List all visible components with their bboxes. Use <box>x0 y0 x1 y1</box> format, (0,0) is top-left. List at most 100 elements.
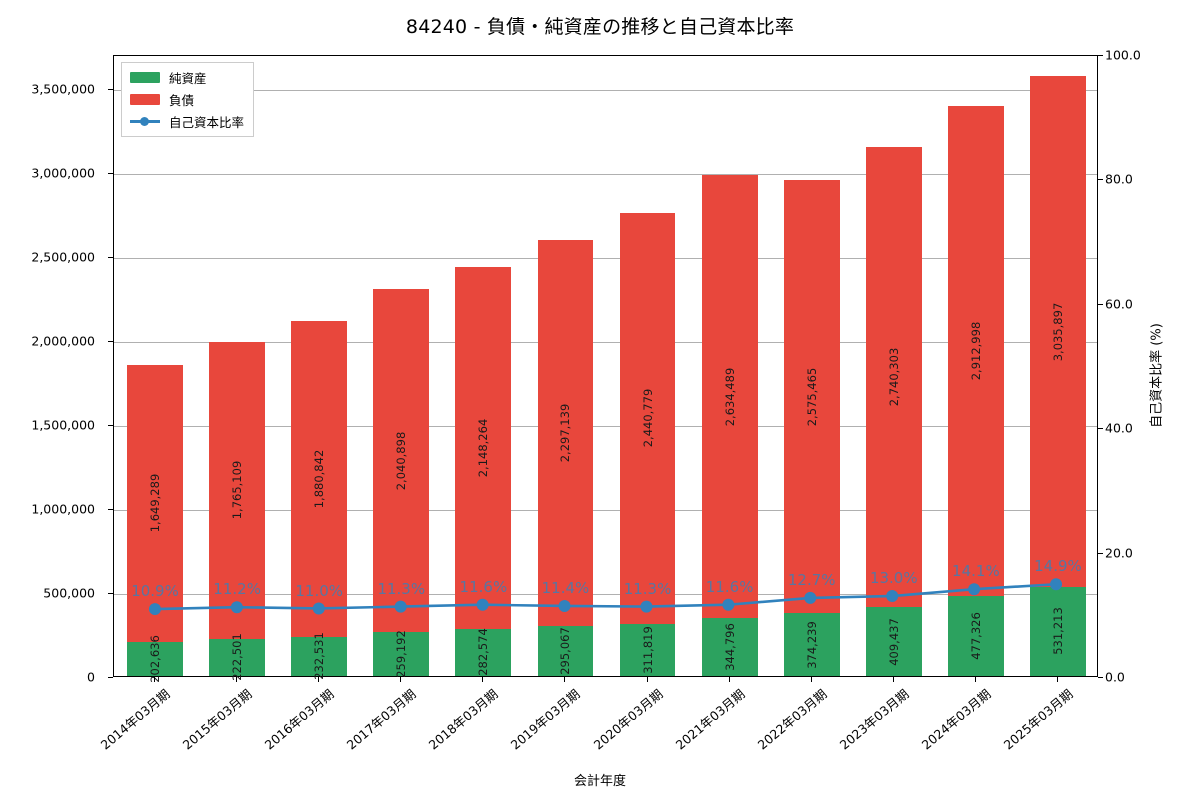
equity-ratio-value-label: 14.1% <box>952 562 1000 581</box>
y-axis-left-tick-mark <box>108 88 113 90</box>
gridline <box>114 257 1097 259</box>
x-axis-tick-label: 2024年03月期 <box>918 686 994 753</box>
y-axis-right-tick-mark <box>1098 179 1103 181</box>
gridline <box>114 173 1097 175</box>
y-axis-left-tick-label: 0 <box>87 669 95 685</box>
gridline <box>114 509 1097 511</box>
x-axis-tick-mark <box>892 677 894 682</box>
bar-column[interactable]: 2,575,465 374,239 <box>783 180 840 676</box>
x-axis-tick-mark <box>482 677 484 682</box>
y-axis-left-tick-label: 3,000,000 <box>31 165 95 181</box>
x-axis-tick-label: 2025年03月期 <box>1000 686 1076 753</box>
x-axis-tick-mark <box>318 677 320 682</box>
bar-column[interactable]: 2,040,898 259,192 <box>373 289 430 678</box>
y-axis-left-tick-mark <box>108 424 113 426</box>
x-axis-tick-mark <box>400 677 402 682</box>
equity-ratio-value-label: 11.4% <box>541 579 590 598</box>
bar-column[interactable]: 2,634,489 344,796 <box>701 175 758 676</box>
bar-segment-equity[interactable]: 295,067 <box>537 626 594 676</box>
bar-column[interactable]: 2,912,998 477,326 <box>947 106 1004 676</box>
y-axis-right-tick-mark <box>1098 552 1103 554</box>
x-axis-tick-mark <box>564 677 566 682</box>
chart-legend: 純資産 負債 自己資本比率 <box>121 62 255 137</box>
bar-column[interactable]: 2,740,303 409,437 <box>865 146 922 676</box>
y-axis-left-tick-mark <box>108 172 113 174</box>
bar-segment-liabilities[interactable]: 3,035,897 <box>1030 76 1086 587</box>
bar-segment-equity[interactable]: 374,239 <box>783 613 840 676</box>
y-axis-right-tick-mark <box>1098 55 1103 56</box>
x-axis-tick-mark <box>646 677 648 682</box>
equity-ratio-value-label: 11.0% <box>295 581 344 600</box>
bar-segment-liabilities[interactable]: 2,634,489 <box>701 175 758 619</box>
y-axis-right-tick-mark <box>1098 677 1103 678</box>
legend-label-equity-ratio: 自己資本比率 <box>169 115 245 130</box>
y-axis-right-tick-mark <box>1098 303 1103 305</box>
equity-ratio-value-label: 14.9% <box>1034 557 1082 576</box>
y-axis-left-tick-label: 3,500,000 <box>31 81 95 97</box>
x-axis-tick-mark <box>810 677 812 682</box>
legend-label-equity: 純資産 <box>169 71 207 86</box>
y-axis-right-tick-label: 40.0 <box>1105 420 1133 436</box>
y-axis-left-tick-label: 2,000,000 <box>31 333 95 349</box>
bar-segment-liabilities[interactable]: 2,440,779 <box>619 213 676 624</box>
y-axis-right-tick-label: 80.0 <box>1105 171 1133 187</box>
x-axis-tick-label: 2017年03月期 <box>343 686 419 753</box>
bar-segment-equity[interactable]: 344,796 <box>701 618 758 676</box>
bar-segment-equity[interactable]: 259,192 <box>373 630 430 678</box>
bar-segment-liabilities[interactable]: 2,740,303 <box>865 146 922 608</box>
bar-segment-equity[interactable]: 409,437 <box>865 607 922 676</box>
x-axis-tick-label: 2019年03月期 <box>508 686 584 753</box>
equity-ratio-value-label: 11.3% <box>377 579 426 598</box>
x-axis-tick-label: 2020年03月期 <box>590 686 666 753</box>
equity-ratio-value-label: 10.9% <box>131 582 179 601</box>
bar-segment-liabilities[interactable]: 2,040,898 <box>373 289 430 633</box>
x-axis-tick-mark <box>974 677 976 682</box>
x-axis-tick-label: 2022年03月期 <box>754 686 830 753</box>
equity-ratio-value-label: 13.0% <box>869 569 918 588</box>
ratio-labels-layer: 10.9% 11.2% 11.0% 11.3% 11.6% 11.4% 11.3% 11.6%… <box>114 56 1097 676</box>
gridline <box>114 341 1097 343</box>
bar-segment-equity[interactable]: 311,819 <box>619 623 676 676</box>
gridline <box>114 425 1097 427</box>
y-axis-left-tick-label: 500,000 <box>43 585 95 601</box>
x-axis-tick-label: 2021年03月期 <box>672 686 748 753</box>
x-axis-tick-mark <box>236 677 238 682</box>
legend-swatch-equity-ratio <box>130 116 160 127</box>
gridline <box>114 89 1097 91</box>
bar-segment-equity[interactable]: 232,531 <box>291 633 348 680</box>
y-axis-left-tick-label: 1,500,000 <box>31 417 95 433</box>
x-axis-tick-mark <box>154 677 156 682</box>
y-axis-right-tick-label: 100.0 <box>1105 47 1141 63</box>
x-axis-tick-mark <box>728 677 730 682</box>
bar-segment-liabilities[interactable]: 2,148,264 <box>455 267 512 629</box>
legend-item-equity-ratio: 自己資本比率 <box>130 113 244 130</box>
bar-segment-liabilities[interactable]: 2,575,465 <box>783 180 840 614</box>
equity-ratio-value-label: 11.6% <box>705 577 754 596</box>
bar-segment-liabilities[interactable]: 2,297,139 <box>537 240 594 627</box>
bar-segment-equity[interactable]: 282,574 <box>455 628 512 676</box>
bar-segment-liabilities[interactable]: 2,912,998 <box>947 106 1004 596</box>
x-axis-tick-label: 2018年03月期 <box>426 686 501 753</box>
bar-segment-equity[interactable]: 202,636 <box>127 635 183 683</box>
y-axis-left-label: 金額（百万円） <box>0 276 2 476</box>
y-axis-right-tick-label: 60.0 <box>1105 296 1133 312</box>
bar-segment-equity[interactable]: 222,501 <box>209 634 266 681</box>
bar-column[interactable]: 3,035,897 531,213 <box>1030 76 1086 676</box>
y-axis-right-tick-label: 20.0 <box>1105 545 1133 561</box>
x-axis-tick-mark <box>1056 677 1058 682</box>
y-axis-right-tick-mark <box>1098 428 1103 430</box>
equity-ratio-value-label: 11.2% <box>213 580 261 599</box>
equity-ratio-value-label: 11.6% <box>459 577 508 596</box>
legend-item-equity: 純資産 <box>130 69 244 86</box>
bar-column[interactable]: 2,297,139 295,067 <box>537 240 594 676</box>
x-axis-tick-label: 2016年03月期 <box>261 686 337 753</box>
x-axis-tick-label: 2014年03月期 <box>97 686 173 753</box>
bar-column[interactable]: 2,148,264 282,574 <box>455 267 512 676</box>
legend-label-liabilities: 負債 <box>169 93 195 108</box>
x-axis-tick-label: 2015年03月期 <box>179 686 255 753</box>
bar-column[interactable]: 2,440,779 311,819 <box>619 213 676 676</box>
equity-ratio-value-label: 12.7% <box>787 571 836 589</box>
y-axis-left-tick-label: 1,000,000 <box>31 501 95 517</box>
y-axis-left-tick-mark <box>108 508 113 510</box>
